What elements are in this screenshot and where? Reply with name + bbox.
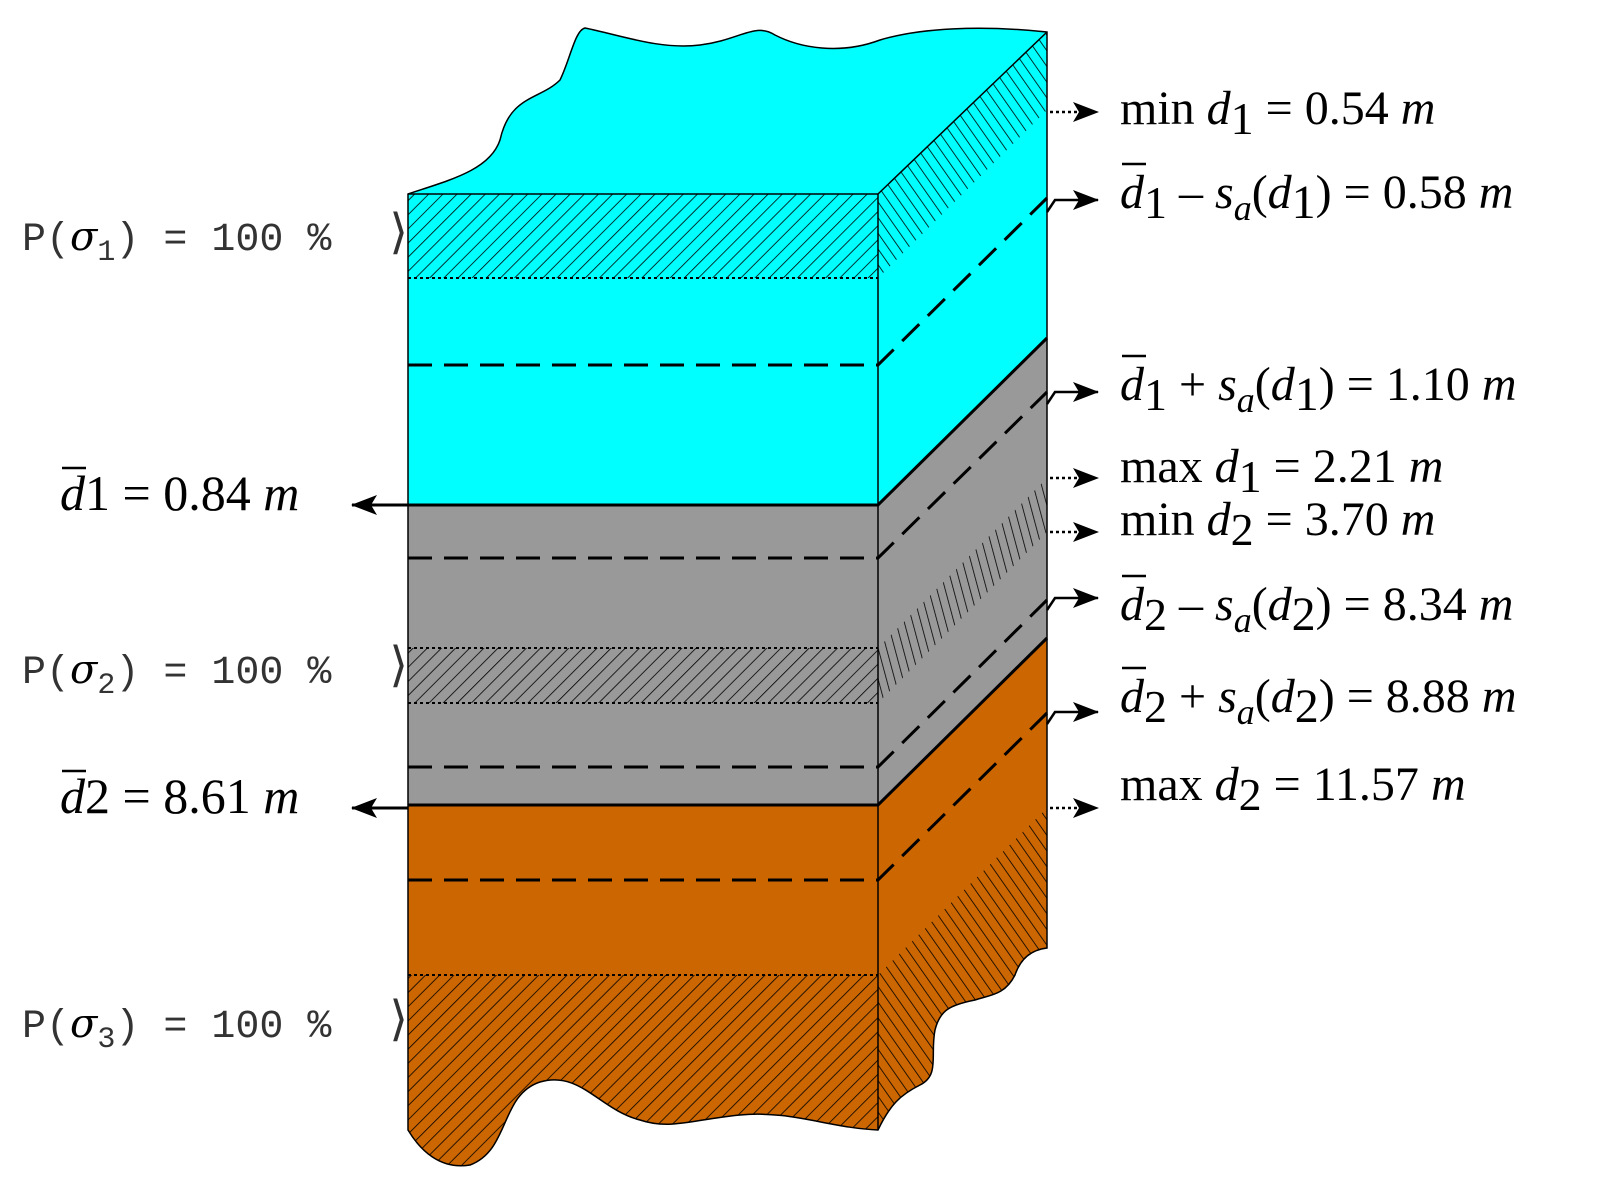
right-arrow-3 xyxy=(1045,382,1099,405)
sd-line-2-lower xyxy=(408,711,1049,882)
right-label-7: d2 + sa(d2) = 8.88 m xyxy=(1120,670,1516,733)
block-outline xyxy=(407,27,1048,1167)
sd-line-1-upper xyxy=(408,196,1049,367)
probability-bracket-1: ⟩ xyxy=(384,209,413,263)
sd-line-2-upper xyxy=(408,598,1049,769)
right-arrow-7 xyxy=(1045,702,1099,725)
hatch-zone-2-side xyxy=(878,478,1047,703)
right-label-3: d1 + sa(d1) = 1.10 m xyxy=(1120,358,1516,421)
hatch-zone-3-side xyxy=(878,808,1047,1130)
right-label-4: max d1 = 2.21 m xyxy=(1120,440,1443,502)
probability-label-3: P(σ3) = 100 % xyxy=(22,1001,332,1057)
sd-line-1-lower xyxy=(408,390,1049,560)
probability-bracket-2: ⟩ xyxy=(384,642,413,696)
mean-depth-label-2: d2 = 8.61 m xyxy=(60,768,299,824)
mean-boundary-2 xyxy=(408,636,1049,807)
hatch-zone-3-front xyxy=(408,975,878,1166)
probability-label-2: P(σ2) = 100 % xyxy=(22,647,332,703)
right-arrow-2 xyxy=(1045,190,1099,213)
right-arrow-6 xyxy=(1045,588,1099,611)
hatch-zone-1-side xyxy=(878,32,1047,278)
probability-label-1: P(σ1) = 100 % xyxy=(22,214,332,270)
right-label-8: max d2 = 11.57 m xyxy=(1120,758,1466,820)
right-label-5: min d2 = 3.70 m xyxy=(1120,493,1435,555)
probability-bracket-3: ⟩ xyxy=(384,996,413,1050)
right-label-1: min d1 = 0.54 m xyxy=(1120,82,1435,144)
right-label-2: d1 – sa(d1) = 0.58 m xyxy=(1120,166,1513,229)
top-side-edge xyxy=(877,31,1048,195)
hatch-zone-1-front xyxy=(408,194,878,278)
mean-boundary-1 xyxy=(408,336,1049,507)
right-label-6: d2 – sa(d2) = 8.34 m xyxy=(1120,578,1513,641)
mean-depth-label-1: d1 = 0.84 m xyxy=(60,465,299,521)
hatch-zone-2-front xyxy=(408,648,878,703)
